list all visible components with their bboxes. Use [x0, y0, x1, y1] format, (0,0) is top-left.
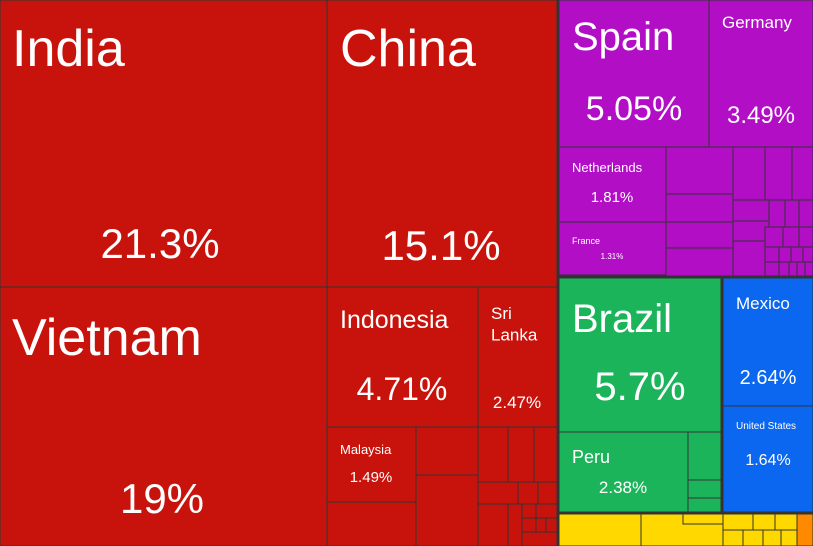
tile-peru: [558, 431, 689, 513]
africa-small-tile: [752, 513, 776, 531]
asia-small-tile: [477, 481, 519, 505]
europe-small-tile: [788, 261, 798, 277]
tile-value-spain: 5.05%: [586, 90, 682, 128]
tile-brazil: [558, 277, 722, 433]
tile-label-mexico: Mexico: [736, 294, 790, 313]
europe-small-tile: [804, 261, 813, 277]
south-america-small-tile: [687, 479, 722, 499]
tile-china: [326, 0, 558, 288]
europe-small-tile: [764, 146, 793, 201]
tile-value-netherlands: 1.81%: [591, 189, 634, 206]
tile-value-india: 21.3%: [100, 220, 219, 267]
europe-small-tile: [732, 220, 770, 242]
tile-indonesia: [326, 286, 479, 428]
africa-small-tile: [722, 529, 744, 546]
tile-label-vietnam: Vietnam: [12, 309, 202, 367]
tile-label-united-states: United States: [736, 421, 796, 432]
europe-small-tile: [768, 199, 786, 228]
south-america-small-tile: [687, 497, 722, 513]
tile-value-china: 15.1%: [381, 222, 500, 269]
europe-small-tile: [802, 246, 813, 263]
europe-small-tile: [764, 246, 780, 263]
tile-label-germany: Germany: [722, 13, 792, 32]
europe-small-tile: [796, 261, 806, 277]
europe-small-tile: [764, 226, 784, 248]
europe-small-tile: [778, 261, 790, 277]
asia-small-tile: [545, 517, 558, 533]
africa-small-tile: [774, 513, 798, 531]
europe-small-tile: [764, 261, 780, 277]
europe-small-tile: [732, 146, 766, 201]
asia-small-tile: [415, 426, 479, 476]
africa-small-tile: [722, 513, 754, 531]
tile-vietnam: [0, 286, 328, 546]
tile-united-states: [722, 405, 813, 513]
europe-small-tile: [790, 246, 804, 263]
tile-label-malaysia: Malaysia: [340, 442, 392, 457]
tile-sri-lanka: [477, 286, 558, 428]
tile-label-brazil: Brazil: [572, 297, 672, 341]
tile-france: [558, 221, 667, 276]
tile-value-germany: 3.49%: [727, 102, 795, 129]
europe-small-tile: [778, 246, 792, 263]
asia-small-tile: [521, 531, 558, 546]
europe-small-tile: [798, 226, 813, 248]
europe-small-tile: [782, 226, 800, 248]
tile-value-france: 1.31%: [601, 252, 624, 261]
tile-label-sri-lanka: Lanka: [491, 325, 538, 344]
oceania-small-tile: [796, 513, 813, 546]
south-america-small-tile: [687, 431, 722, 481]
africa-small-tile: [742, 529, 764, 546]
tile-label-france: France: [572, 236, 600, 246]
tile-germany: [708, 0, 813, 148]
tile-label-spain: Spain: [572, 15, 674, 59]
tile-value-malaysia: 1.49%: [350, 469, 393, 486]
asia-small-tile: [507, 503, 523, 546]
europe-small-tile: [665, 247, 734, 277]
tile-netherlands: [558, 146, 667, 223]
tile-label-china: China: [340, 20, 476, 78]
tile-value-indonesia: 4.71%: [357, 371, 448, 407]
asia-small-tile: [415, 474, 479, 546]
tile-value-brazil: 5.7%: [594, 365, 685, 409]
asia-small-tile: [507, 426, 535, 483]
europe-small-tile: [798, 199, 813, 228]
asia-small-tile: [533, 426, 558, 483]
tile-label-netherlands: Netherlands: [572, 160, 643, 175]
asia-small-tile: [537, 481, 558, 505]
tile-mexico: [722, 277, 813, 407]
africa-small-tile: [780, 529, 798, 546]
africa-small-tile: [682, 513, 724, 525]
asia-small-tile: [521, 503, 537, 519]
asia-small-tile: [477, 426, 509, 483]
europe-small-tile: [665, 146, 734, 195]
europe-small-tile: [784, 199, 800, 228]
asia-small-tile: [477, 503, 509, 546]
europe-small-tile: [732, 199, 770, 222]
asia-small-tile: [326, 501, 417, 546]
tile-label-indonesia: Indonesia: [340, 306, 449, 334]
europe-small-tile: [665, 221, 734, 249]
asia-small-tile: [521, 517, 537, 533]
tile-value-vietnam: 19%: [120, 475, 204, 522]
tile-value-sri-lanka: 2.47%: [493, 393, 541, 412]
europe-small-tile: [665, 193, 734, 223]
tile-value-peru: 2.38%: [599, 478, 647, 497]
asia-small-tile: [535, 517, 547, 533]
tile-label-sri-lanka: Sri: [491, 304, 512, 323]
africa-small-tile: [762, 529, 782, 546]
europe-small-tile: [791, 146, 813, 201]
tile-label-india: India: [12, 20, 125, 78]
tile-value-united-states: 1.64%: [745, 452, 790, 469]
tile-malaysia: [326, 426, 417, 503]
asia-small-tile: [535, 503, 558, 519]
tile-value-mexico: 2.64%: [740, 367, 797, 389]
tile-label-peru: Peru: [572, 447, 610, 467]
europe-small-tile: [732, 240, 766, 277]
asia-small-tile: [517, 481, 539, 505]
tile-spain: [558, 0, 710, 148]
